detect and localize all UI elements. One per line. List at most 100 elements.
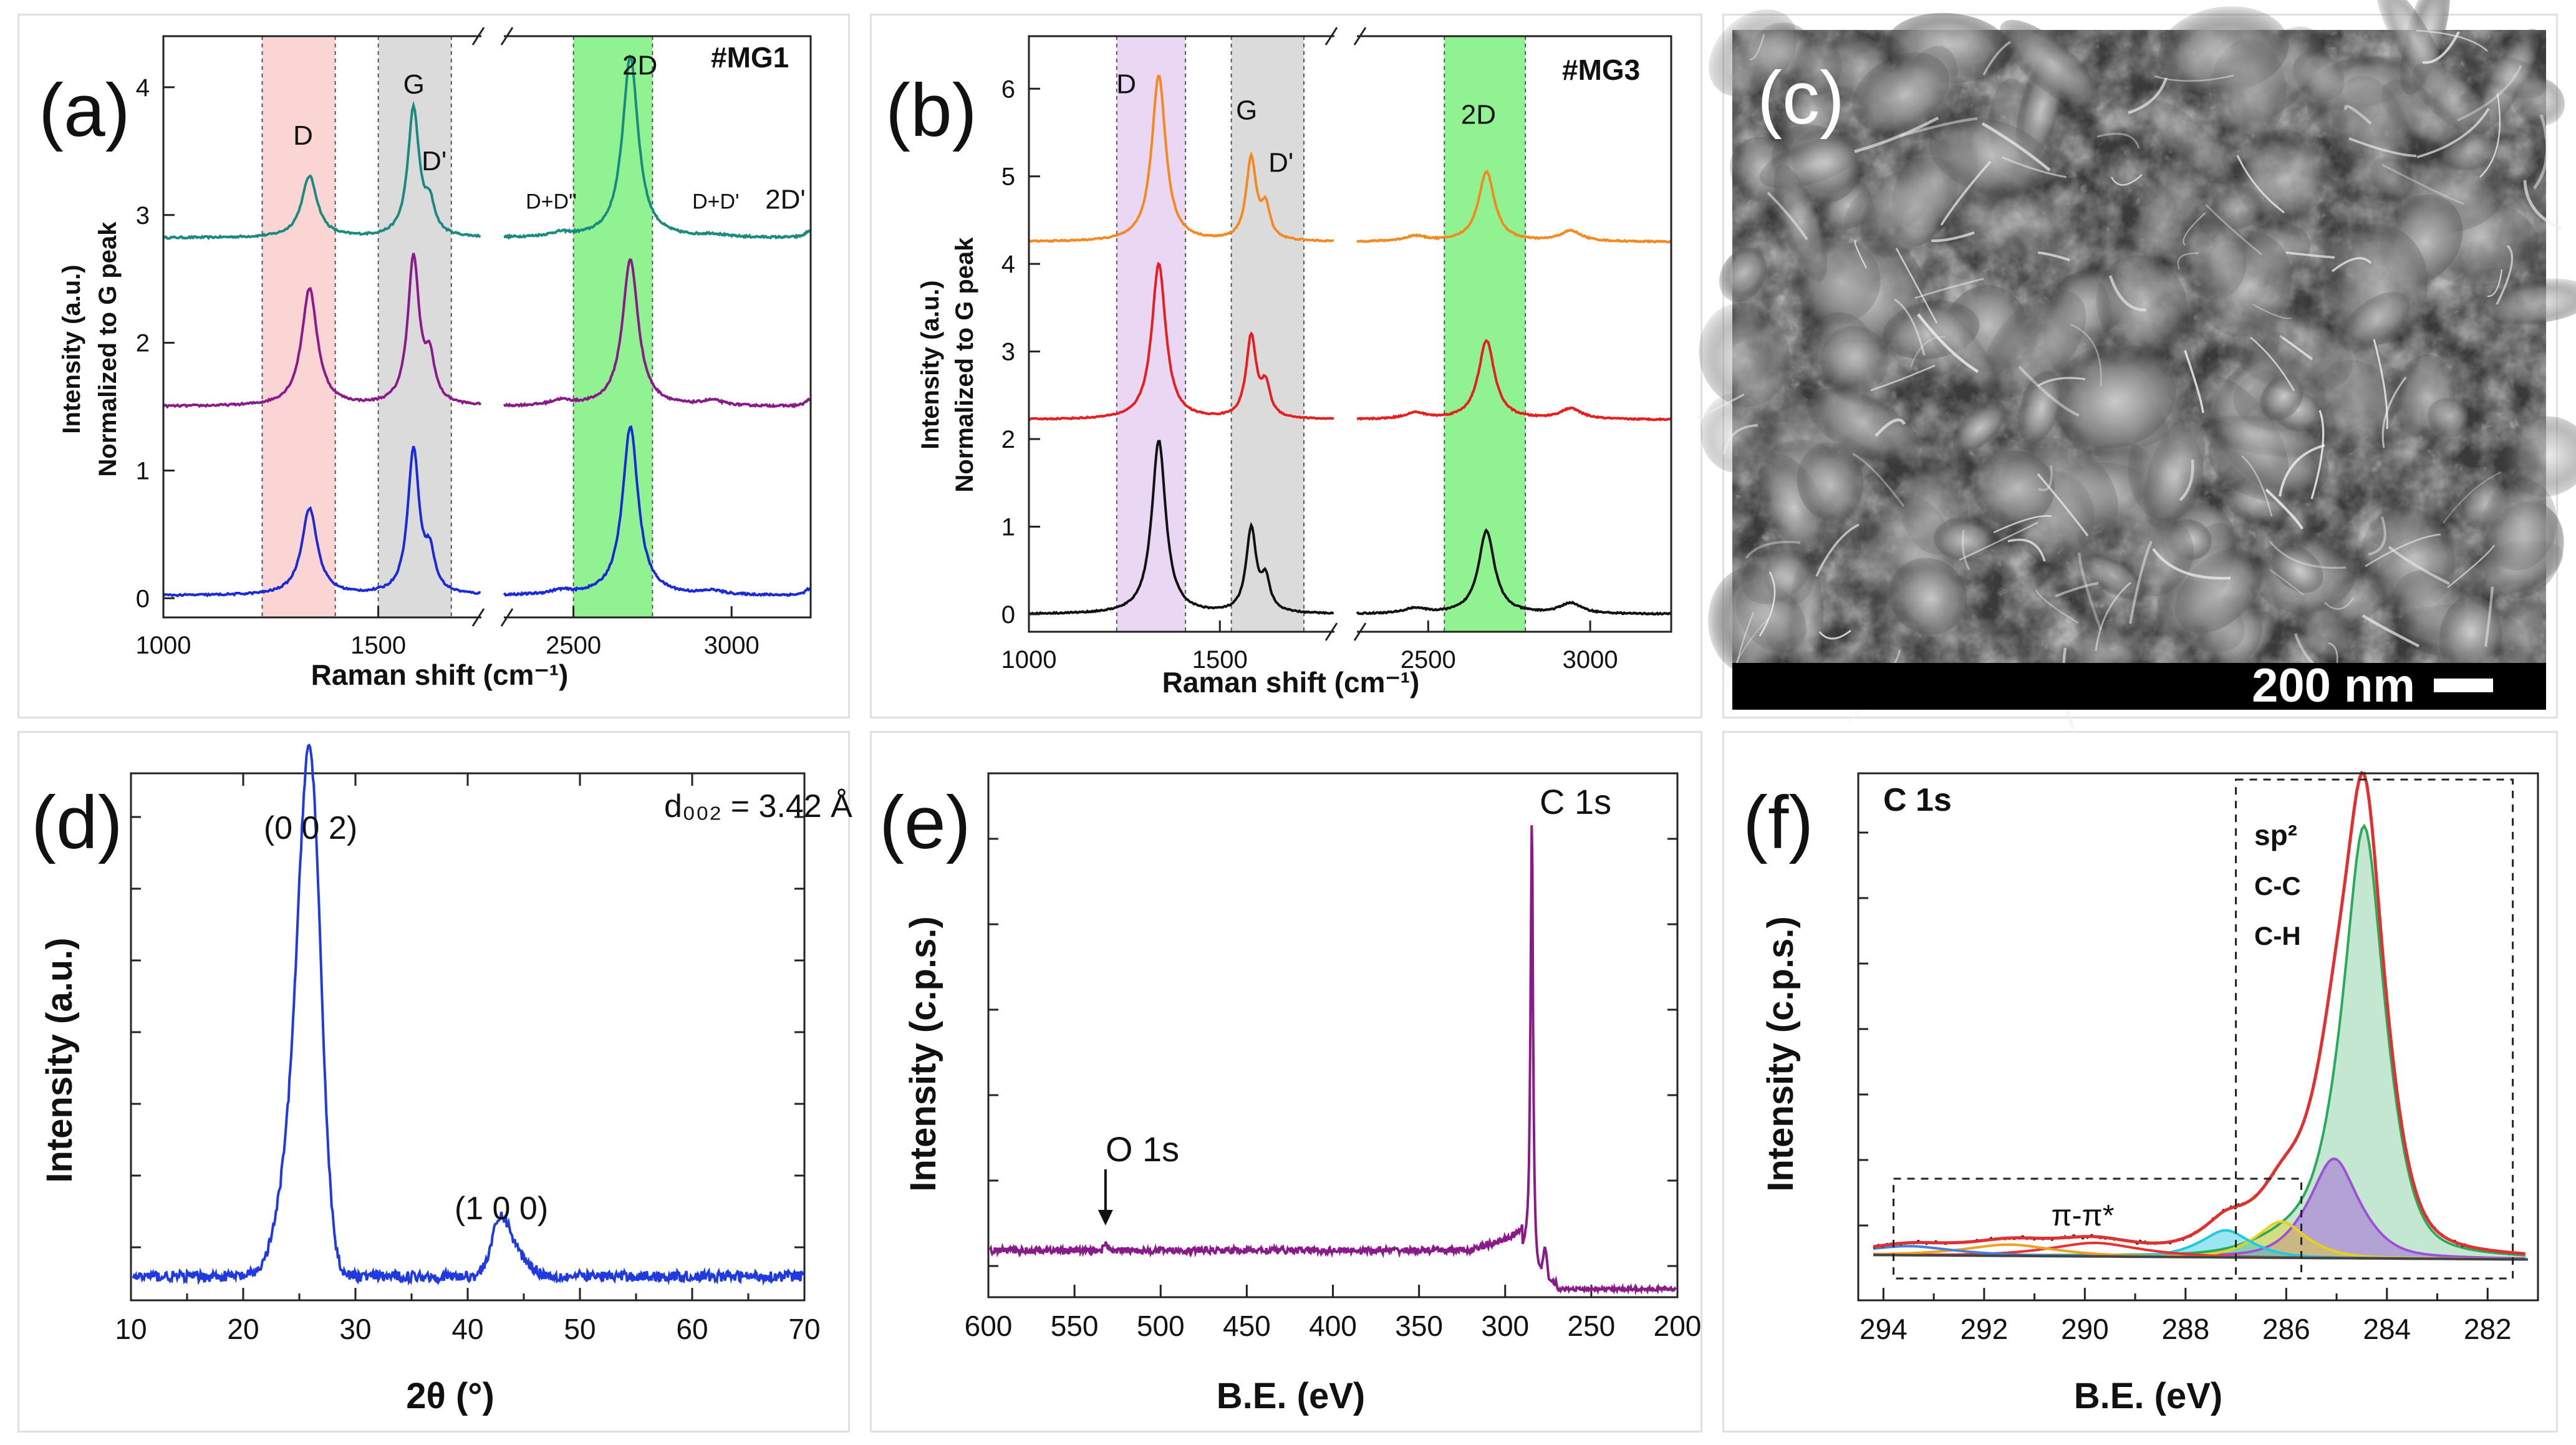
series-middle-left	[1028, 261, 1334, 421]
plot-frame-f	[1857, 772, 2539, 1302]
sem-flake-edge	[2365, 533, 2441, 568]
peak-label: 2D	[1461, 99, 1496, 130]
sem-flake-edge	[2443, 471, 2502, 524]
sem-flake	[1952, 401, 2006, 452]
series-top-right	[503, 54, 812, 240]
sem-flake	[2427, 398, 2469, 438]
panel-d-label: (d)	[31, 781, 123, 864]
sem-flake	[2211, 185, 2263, 230]
peak-label: D	[293, 120, 313, 151]
sem-flake-edge	[2265, 488, 2303, 530]
sem-flake-edge	[1917, 313, 1979, 373]
sem-flake-edge	[1696, 393, 1745, 420]
raman-chart-mg1: 1000 1500 2500 3000 0 1 2 3 4 (a) #MG1 Raman shi…	[39, 27, 812, 691]
x-tick-label: 500	[1137, 1310, 1185, 1342]
axis-break-mark	[500, 608, 514, 627]
x-tick-label: 600	[965, 1310, 1013, 1342]
sem-flake-edge	[2128, 77, 2168, 115]
sem-flake-edge	[1940, 160, 1992, 226]
pi-pi-annotation: π-π*	[2052, 1199, 2115, 1232]
x-tick-label: 1500	[1192, 646, 1248, 674]
sem-flake-edge	[2252, 304, 2292, 319]
sem-flake-edge	[2496, 244, 2514, 305]
peak-label-c1s: C 1s	[1540, 782, 1611, 821]
sem-flake-edge	[2037, 473, 2089, 536]
series-middle-left	[162, 253, 482, 409]
sem-flake-edge	[2285, 251, 2335, 259]
sem-flake	[1797, 442, 1864, 521]
peak-label: 2D'	[765, 185, 806, 215]
x-tick-label: 1000	[136, 632, 191, 659]
sem-flake-edge	[2479, 93, 2501, 178]
x-axis-title-b: Raman shift (cm⁻¹)	[1162, 666, 1420, 698]
axis-break-mark	[1353, 622, 1367, 641]
sem-flake-edge	[1981, 122, 2051, 172]
sem-flake	[2271, 544, 2323, 593]
sem-flake	[2143, 417, 2206, 530]
sem-flake-edge	[1767, 191, 1808, 241]
sem-flake-edge	[2457, 65, 2522, 122]
sem-flake-edge	[2241, 455, 2273, 517]
series-bottom-left	[1028, 440, 1334, 616]
x-tick-label: 290	[2061, 1313, 2109, 1345]
o1s-arrowhead-icon	[1097, 1210, 1113, 1225]
series-middle-right	[503, 258, 811, 409]
sem-flake-edge	[1724, 617, 1770, 690]
series-bottom-right	[1356, 528, 1672, 616]
x-tick-label: 30	[339, 1313, 371, 1345]
sem-flake	[2050, 343, 2176, 449]
panel-d-frame	[17, 731, 850, 1433]
sem-flake-edge	[2110, 174, 2143, 186]
x-tick-label: 200	[1654, 1310, 1702, 1342]
d-spacing-annotation: d₀₀₂ = 3.42 Å	[664, 788, 852, 824]
sem-flake	[2297, 601, 2352, 660]
peak-label: 2D	[622, 50, 657, 80]
peak-label: D+D'	[692, 190, 739, 214]
sem-flake-edge	[2037, 377, 2086, 387]
sem-flake-edge	[2533, 114, 2549, 190]
sem-flake	[1889, 558, 1967, 635]
sem-flake	[1807, 389, 1920, 463]
sem-flake-edge	[2381, 377, 2407, 448]
sem-flake-edge	[2484, 586, 2494, 647]
x-tick-label: 288	[2161, 1313, 2209, 1345]
sem-flake-edge	[2250, 336, 2295, 392]
sem-flake-edge	[1993, 515, 2052, 534]
sem-flake	[1922, 301, 1998, 396]
sem-flake	[2370, 156, 2414, 200]
sem-flake-edge	[1931, 231, 1975, 243]
sem-flake-edge	[2095, 581, 2131, 652]
sem-flake-edge	[2184, 350, 2204, 413]
component-fill	[1873, 826, 2528, 1260]
sem-flake	[2484, 57, 2546, 99]
sem-image: 200 nm (c)	[1696, 0, 2576, 730]
sem-flake-edge	[1894, 298, 1926, 356]
y-tick-label: 2	[1001, 426, 1015, 453]
panel-e-frame	[870, 731, 1702, 1433]
sem-flake-edge	[2310, 410, 2325, 500]
scalebar	[2434, 679, 2493, 692]
axis-break-mark	[500, 27, 514, 46]
peak-label: G	[403, 69, 425, 100]
sem-flake-edge	[1909, 336, 1946, 368]
y-tick-label: 6	[1001, 75, 1015, 103]
component-fill	[1873, 1158, 2528, 1260]
panel-c-label: (c)	[1757, 56, 1845, 140]
sem-flake	[2494, 591, 2545, 679]
y-axis-title-a-2: Normalized to G peak	[94, 221, 122, 477]
sem-flake-edge	[2077, 552, 2103, 631]
cc-annotation: C-C	[2254, 871, 2301, 901]
sem-flake-edge	[1749, 34, 1765, 60]
sem-flake-edge	[2154, 74, 2234, 82]
sem-flake-edge	[1895, 248, 1938, 324]
y-axis-title-e: Intensity (c.p.s.)	[903, 916, 943, 1192]
sem-flake-edge	[2280, 336, 2313, 360]
x-tick-label: 70	[788, 1313, 820, 1345]
y-tick-label: 3	[1001, 339, 1015, 366]
sem-flake	[1999, 19, 2100, 110]
sem-flake-edge	[2523, 180, 2562, 230]
sem-flake-edge	[1870, 364, 1936, 392]
x-tick-label: 294	[1860, 1313, 1908, 1345]
sem-flake-edge	[2388, 546, 2450, 586]
sem-flake-edge	[2361, 614, 2420, 648]
